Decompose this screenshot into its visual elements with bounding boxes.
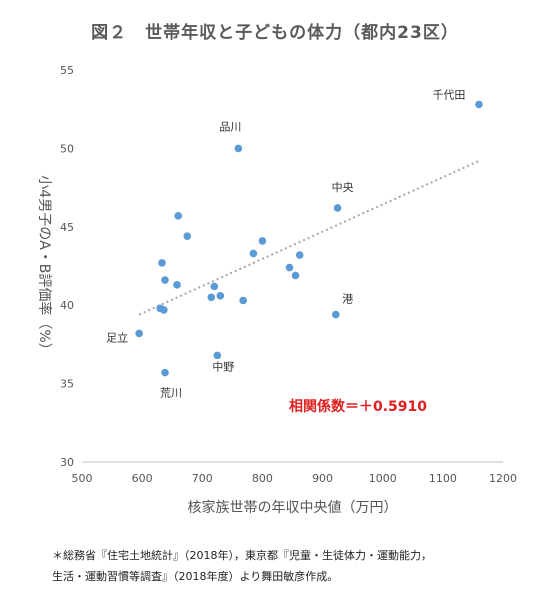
- data-point: [210, 282, 219, 291]
- y-tick-label: 35: [60, 378, 74, 391]
- chart-title: 図２ 世帯年収と子どもの体力（都内23区）: [91, 23, 459, 43]
- footnote: ＊総務省『住宅土地統計』（2018年），東京都『児童・生徒体力・運動能力， 生活…: [52, 545, 522, 587]
- x-tick-labels: 500 600 700 800 900 1000 1100 1200: [72, 472, 518, 485]
- x-tick-label: 1000: [369, 472, 397, 485]
- correlation-annotation: 相関係数＝＋0.5910: [289, 398, 427, 415]
- point-label: 中野: [212, 360, 234, 373]
- x-tick-label: 900: [312, 472, 333, 485]
- data-point: [183, 232, 192, 241]
- x-tick-label: 600: [132, 472, 153, 485]
- data-point: [174, 212, 183, 220]
- x-axis-title: 核家族世帯の年収中央値（万円）: [188, 499, 398, 516]
- point-label: 中央: [332, 181, 354, 194]
- data-point: [234, 144, 243, 153]
- data-point: [239, 296, 247, 305]
- y-axis-title: 小4男子のA・B評価率（%）: [36, 175, 53, 356]
- point-label: 千代田: [432, 88, 465, 101]
- data-point: [173, 281, 181, 289]
- data-point: [207, 293, 216, 302]
- data-point: [161, 276, 169, 284]
- data-point: [295, 251, 304, 259]
- data-point: [291, 271, 300, 280]
- footnote-line-1: ＊総務省『住宅土地統計』（2018年），東京都『児童・生徒体力・運動能力，: [52, 549, 432, 562]
- x-tick-label: 1200: [489, 472, 517, 485]
- y-tick-label: 30: [60, 456, 74, 469]
- data-point: [158, 259, 166, 267]
- data-points: [135, 100, 483, 377]
- y-tick-label: 50: [60, 142, 74, 155]
- x-tick-label: 800: [252, 472, 273, 485]
- data-point: [216, 291, 225, 300]
- trendline: [138, 160, 480, 316]
- y-tick-label: 40: [60, 299, 74, 312]
- y-tick-label: 55: [60, 64, 74, 77]
- data-point: [475, 100, 483, 109]
- data-point: [285, 263, 294, 272]
- data-point: [135, 329, 143, 338]
- x-tick-label: 1100: [429, 472, 457, 485]
- y-tick-label: 45: [60, 221, 74, 234]
- data-point: [333, 204, 342, 212]
- data-point: [213, 351, 222, 360]
- y-tick-labels: 30 35 40 45 50 55: [60, 64, 74, 469]
- data-point: [159, 306, 168, 314]
- x-tick-label: 700: [192, 472, 213, 485]
- point-label: 品川: [219, 120, 241, 133]
- data-point: [249, 249, 258, 258]
- point-label: 港: [342, 293, 353, 306]
- data-point: [258, 237, 267, 245]
- point-label: 足立: [106, 330, 128, 344]
- data-point: [161, 368, 169, 377]
- footnote-line-2: 生活・運動習慣等調査』（2018年度）より舞田敏彦作成。: [52, 570, 339, 583]
- data-point: [332, 310, 340, 319]
- x-tick-label: 500: [72, 472, 93, 485]
- point-label: 荒川: [160, 387, 182, 400]
